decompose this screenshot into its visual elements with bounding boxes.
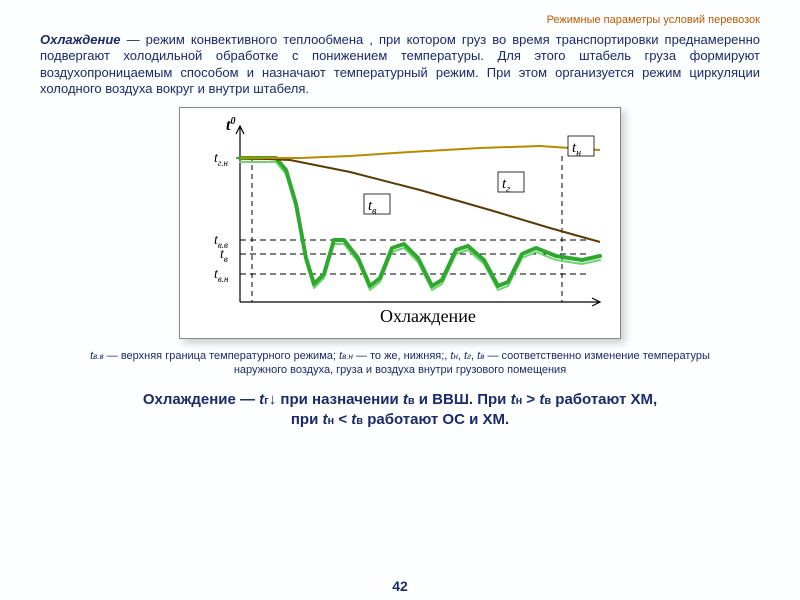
body-paragraph: Охлаждение — режим конвективного теплооб… [40,32,760,97]
figure-container: t0tг.нtв.вtвtв.нtнtгtвОхлаждение [40,107,760,339]
f1b: ↓ при назначении [269,391,403,408]
cap-m2: — то же, нижняя;, [353,350,451,362]
cooling-chart: t0tг.нtв.вtвtв.нtнtгtвОхлаждение [179,107,621,339]
section-header: Режимные параметры условий перевозок [40,14,760,26]
cap-s1: в.в [93,352,104,361]
f1d: > [522,391,539,408]
f1s2: в [408,395,415,407]
f2a: при [291,411,323,428]
cap-s2: в.н [342,352,353,361]
f1a: Охлаждение — [143,391,259,408]
f2b: < [334,411,351,428]
f2c: работают ОС и ХМ. [363,411,509,428]
f1e: работают ХМ, [551,391,657,408]
cap-m1: — верхняя граница температурного режима; [104,350,339,362]
body-rest: — режим конвективного теплообмена , при … [40,32,760,96]
term-label: Охлаждение [40,32,121,47]
f1c: и ВВШ. При [415,391,511,408]
page-number: 42 [0,578,800,594]
svg-text:Охлаждение: Охлаждение [380,306,476,326]
summary-formula: Охлаждение — tг↓ при назначении tв и ВВШ… [40,390,760,431]
figure-caption: tв.в — верхняя граница температурного ре… [70,349,730,378]
